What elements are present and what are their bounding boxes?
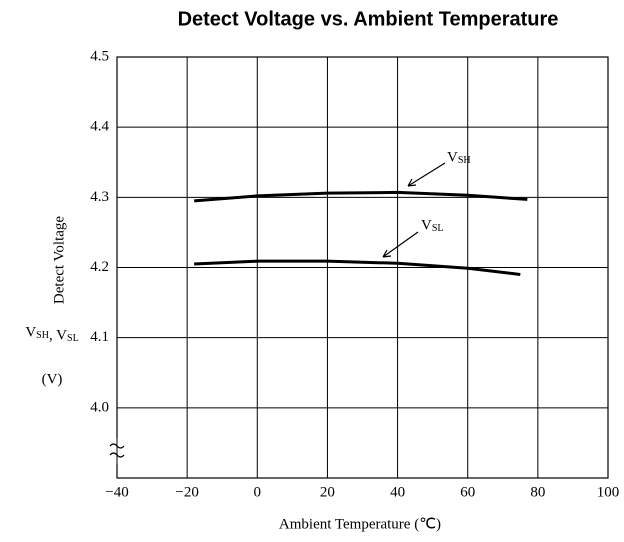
x-tick-label: 20 xyxy=(320,484,335,500)
y-tick-label: 4.4 xyxy=(90,119,109,135)
x-tick-label: 0 xyxy=(254,484,262,500)
y-axis-unit: (V) xyxy=(42,371,63,387)
y-tick-label: 4.3 xyxy=(90,189,109,205)
x-tick-label: −20 xyxy=(175,484,198,500)
annotation-arrow xyxy=(407,162,446,187)
x-tick-label: 40 xyxy=(390,484,405,500)
y-tick-label: 4.0 xyxy=(90,399,109,415)
y-tick-label: 4.5 xyxy=(90,48,109,64)
y-axis-label: Detect Voltage xyxy=(51,216,67,305)
annotation-arrow xyxy=(382,231,419,258)
y-axis-label-symbols: VSH, VSL xyxy=(25,324,78,344)
x-axis-label: Ambient Temperature (℃) xyxy=(279,516,441,532)
chart-title: Detect Voltage vs. Ambient Temperature xyxy=(178,8,559,30)
series-line xyxy=(194,190,528,203)
series-line xyxy=(194,259,521,277)
x-tick-label: 80 xyxy=(530,484,545,500)
x-tick-label: 100 xyxy=(597,484,620,500)
series-label: VSL xyxy=(421,217,444,234)
y-tick-label: 4.1 xyxy=(90,329,109,345)
x-tick-label: 60 xyxy=(460,484,475,500)
series-label: VSH xyxy=(447,149,471,166)
x-tick-label: −40 xyxy=(105,484,128,500)
y-tick-label: 4.2 xyxy=(90,259,109,275)
